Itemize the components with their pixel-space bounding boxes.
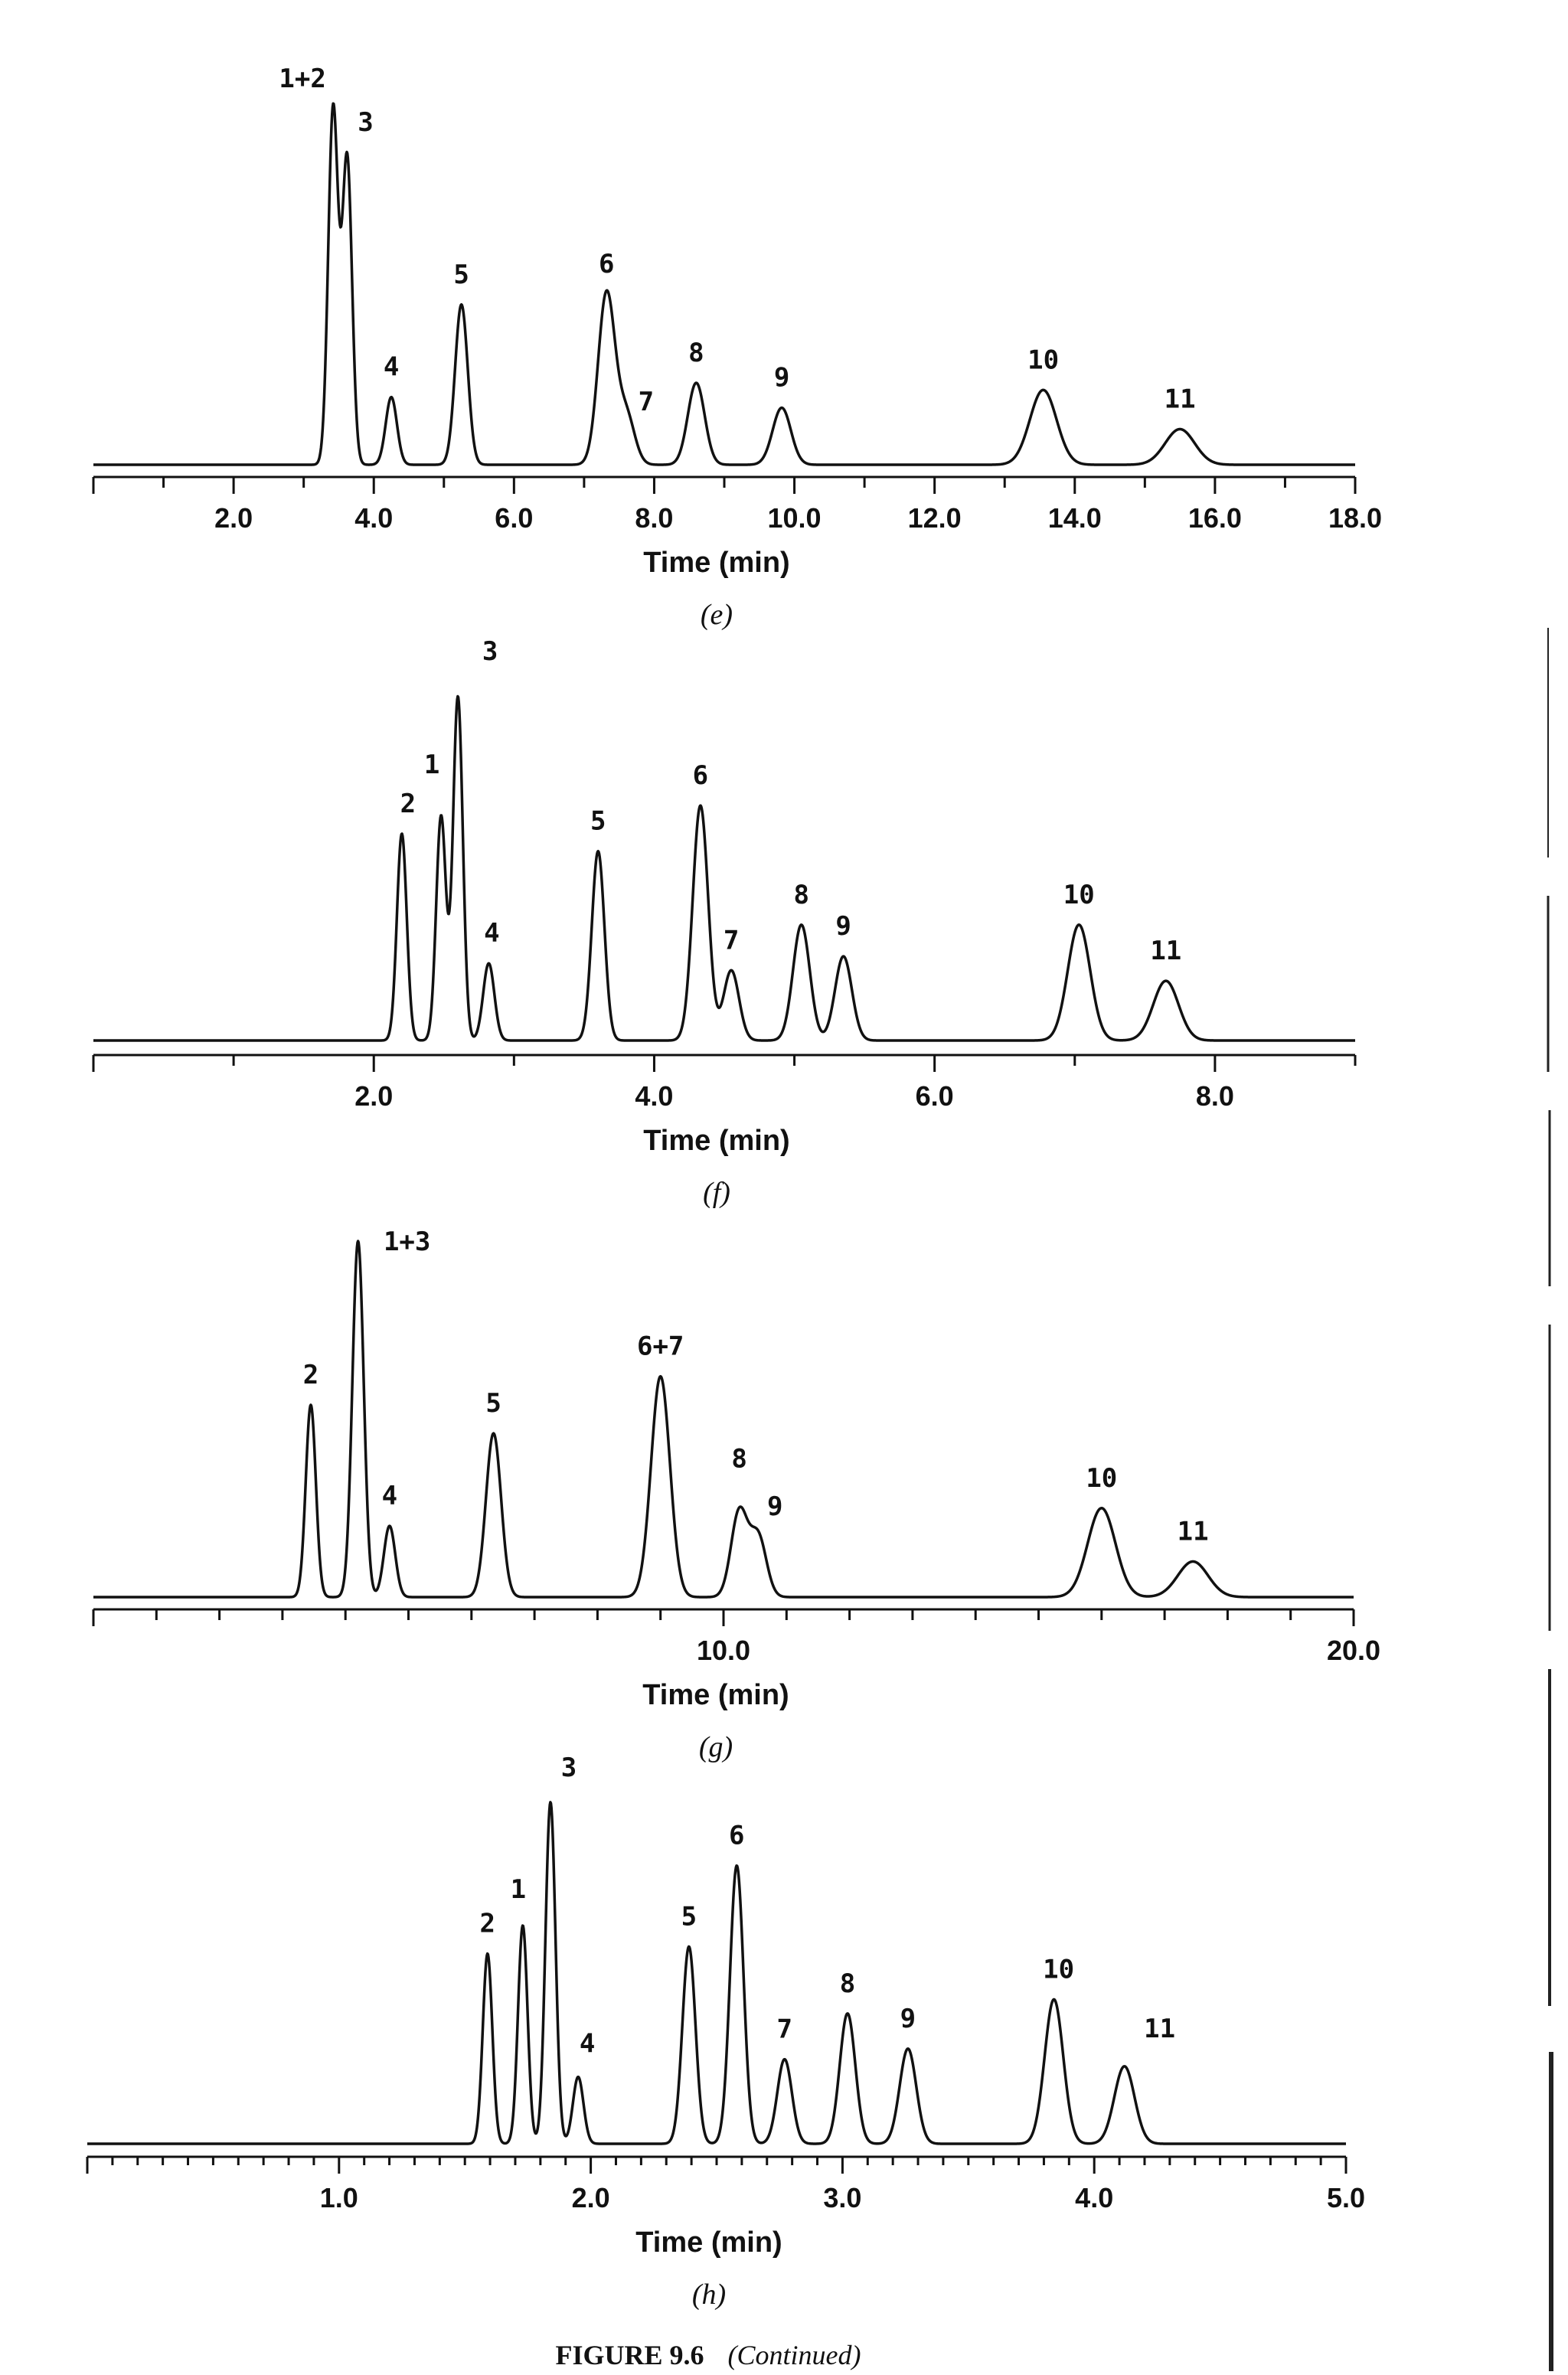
peak-label: 7 bbox=[777, 2014, 792, 2045]
peak-label: 7 bbox=[724, 925, 739, 956]
x-tick-label: 16.0 bbox=[1188, 502, 1242, 534]
peak-label: 10 bbox=[1086, 1463, 1117, 1494]
peak-label: 10 bbox=[1063, 880, 1095, 910]
scan-edge-artifacts bbox=[1547, 628, 1553, 2371]
chromatogram-trace bbox=[92, 1240, 1355, 1599]
x-tick-label: 14.0 bbox=[1048, 502, 1102, 534]
peak-label: 11 bbox=[1165, 384, 1196, 415]
peak-label: 4 bbox=[484, 918, 499, 949]
x-tick-label: 10.0 bbox=[768, 502, 822, 534]
x-tick-label: 6.0 bbox=[916, 1080, 954, 1112]
peak-label: 9 bbox=[774, 363, 789, 394]
peak-label: 5 bbox=[485, 1388, 501, 1419]
peak-label: 11 bbox=[1150, 936, 1181, 966]
chromatogram-trace bbox=[86, 1801, 1348, 2145]
x-tick-label: 1.0 bbox=[320, 2182, 358, 2213]
peak-label: 3 bbox=[358, 107, 373, 138]
peak-label: 3 bbox=[561, 1753, 577, 1783]
peak-label: 1+2 bbox=[279, 64, 325, 94]
peak-label: 4 bbox=[382, 1481, 397, 1511]
figure-label: FIGURE 9.6 bbox=[556, 2340, 704, 2370]
peak-label: 2 bbox=[303, 1360, 318, 1390]
x-tick-label: 12.0 bbox=[908, 502, 962, 534]
x-axis-title: Time (min) bbox=[643, 1125, 789, 1157]
figure-continued-note: (Continued) bbox=[728, 2340, 861, 2370]
x-tick-label: 10.0 bbox=[697, 1635, 750, 1666]
x-axis-title: Time (min) bbox=[635, 2226, 782, 2259]
x-tick-label: 4.0 bbox=[1075, 2182, 1113, 2213]
peak-label: 3 bbox=[482, 636, 498, 667]
peak-label: 8 bbox=[688, 338, 704, 368]
peak-label: 11 bbox=[1178, 1517, 1209, 1547]
peak-label: 8 bbox=[840, 1968, 855, 1999]
peak-label: 4 bbox=[384, 352, 399, 383]
peak-label: 6 bbox=[729, 1821, 744, 1851]
peak-label: 1 bbox=[424, 750, 439, 780]
chromatogram-panel-e: 2.0 4.0 6.0 8.0 10.0 12.0 14.0 16.0 18.0 Time (mi… bbox=[92, 64, 1382, 631]
peak-label: 2 bbox=[480, 1909, 495, 1939]
peak-label: 9 bbox=[900, 2004, 916, 2034]
peak-label: 9 bbox=[767, 1491, 782, 1522]
peak-label: 6+7 bbox=[637, 1331, 684, 1362]
x-tick-label: 2.0 bbox=[214, 502, 253, 534]
figure-caption: FIGURE 9.6 (Continued) bbox=[556, 2340, 861, 2370]
panel-caption: (e) bbox=[701, 599, 733, 631]
x-tick-label: 6.0 bbox=[495, 502, 533, 534]
peak-label: 1+3 bbox=[384, 1227, 430, 1257]
peak-label: 6 bbox=[693, 760, 708, 791]
x-tick-label: 2.0 bbox=[354, 1080, 393, 1112]
peak-label: 10 bbox=[1043, 1954, 1074, 1985]
peak-label: 6 bbox=[599, 249, 614, 279]
peak-label: 7 bbox=[639, 387, 654, 417]
x-tick-label: 4.0 bbox=[354, 502, 393, 534]
panel-caption: (f) bbox=[703, 1177, 730, 1209]
peak-label: 4 bbox=[580, 2029, 595, 2060]
peak-label: 10 bbox=[1027, 345, 1059, 375]
x-tick-label: 2.0 bbox=[572, 2182, 610, 2213]
peak-label: 9 bbox=[835, 911, 851, 942]
peak-label: 2 bbox=[400, 789, 416, 819]
peak-label: 8 bbox=[731, 1443, 746, 1474]
x-tick-label: 4.0 bbox=[635, 1080, 673, 1112]
panel-caption: (h) bbox=[692, 2279, 726, 2311]
x-axis-title: Time (min) bbox=[642, 1679, 789, 1711]
x-tick-label: 18.0 bbox=[1328, 502, 1382, 534]
x-tick-label: 8.0 bbox=[635, 502, 673, 534]
chromatogram-trace bbox=[92, 102, 1357, 466]
panel-caption: (g) bbox=[699, 1731, 733, 1763]
peak-label: 5 bbox=[590, 806, 606, 837]
peak-label: 8 bbox=[793, 880, 808, 910]
chromatogram-panel-g: 10.0 20.0 Time (min) (g) 2 1+3 4 5 6+7 89 10 11 bbox=[92, 1227, 1380, 1763]
chromatogram-trace bbox=[92, 694, 1357, 1042]
x-tick-label: 8.0 bbox=[1196, 1080, 1234, 1112]
peak-label: 11 bbox=[1144, 2014, 1175, 2044]
peak-label: 5 bbox=[453, 260, 469, 290]
chromatogram-panel-h: 1.0 2.0 3.0 4.0 5.0 Time (min) (h) 21 3 4 5 6 7 8 9 10 1… bbox=[86, 1753, 1365, 2311]
x-axis-title: Time (min) bbox=[643, 547, 789, 579]
x-tick-label: 5.0 bbox=[1327, 2182, 1365, 2213]
peak-label: 1 bbox=[511, 1874, 526, 1905]
peak-label: 5 bbox=[681, 1901, 697, 1932]
x-tick-label: 20.0 bbox=[1327, 1635, 1380, 1666]
chromatogram-panel-f: 2.0 4.0 6.0 8.0 Time (min) (f) 21 3 4 5 6 7 89 10 11 bbox=[92, 636, 1357, 1209]
x-tick-label: 3.0 bbox=[823, 2182, 861, 2213]
